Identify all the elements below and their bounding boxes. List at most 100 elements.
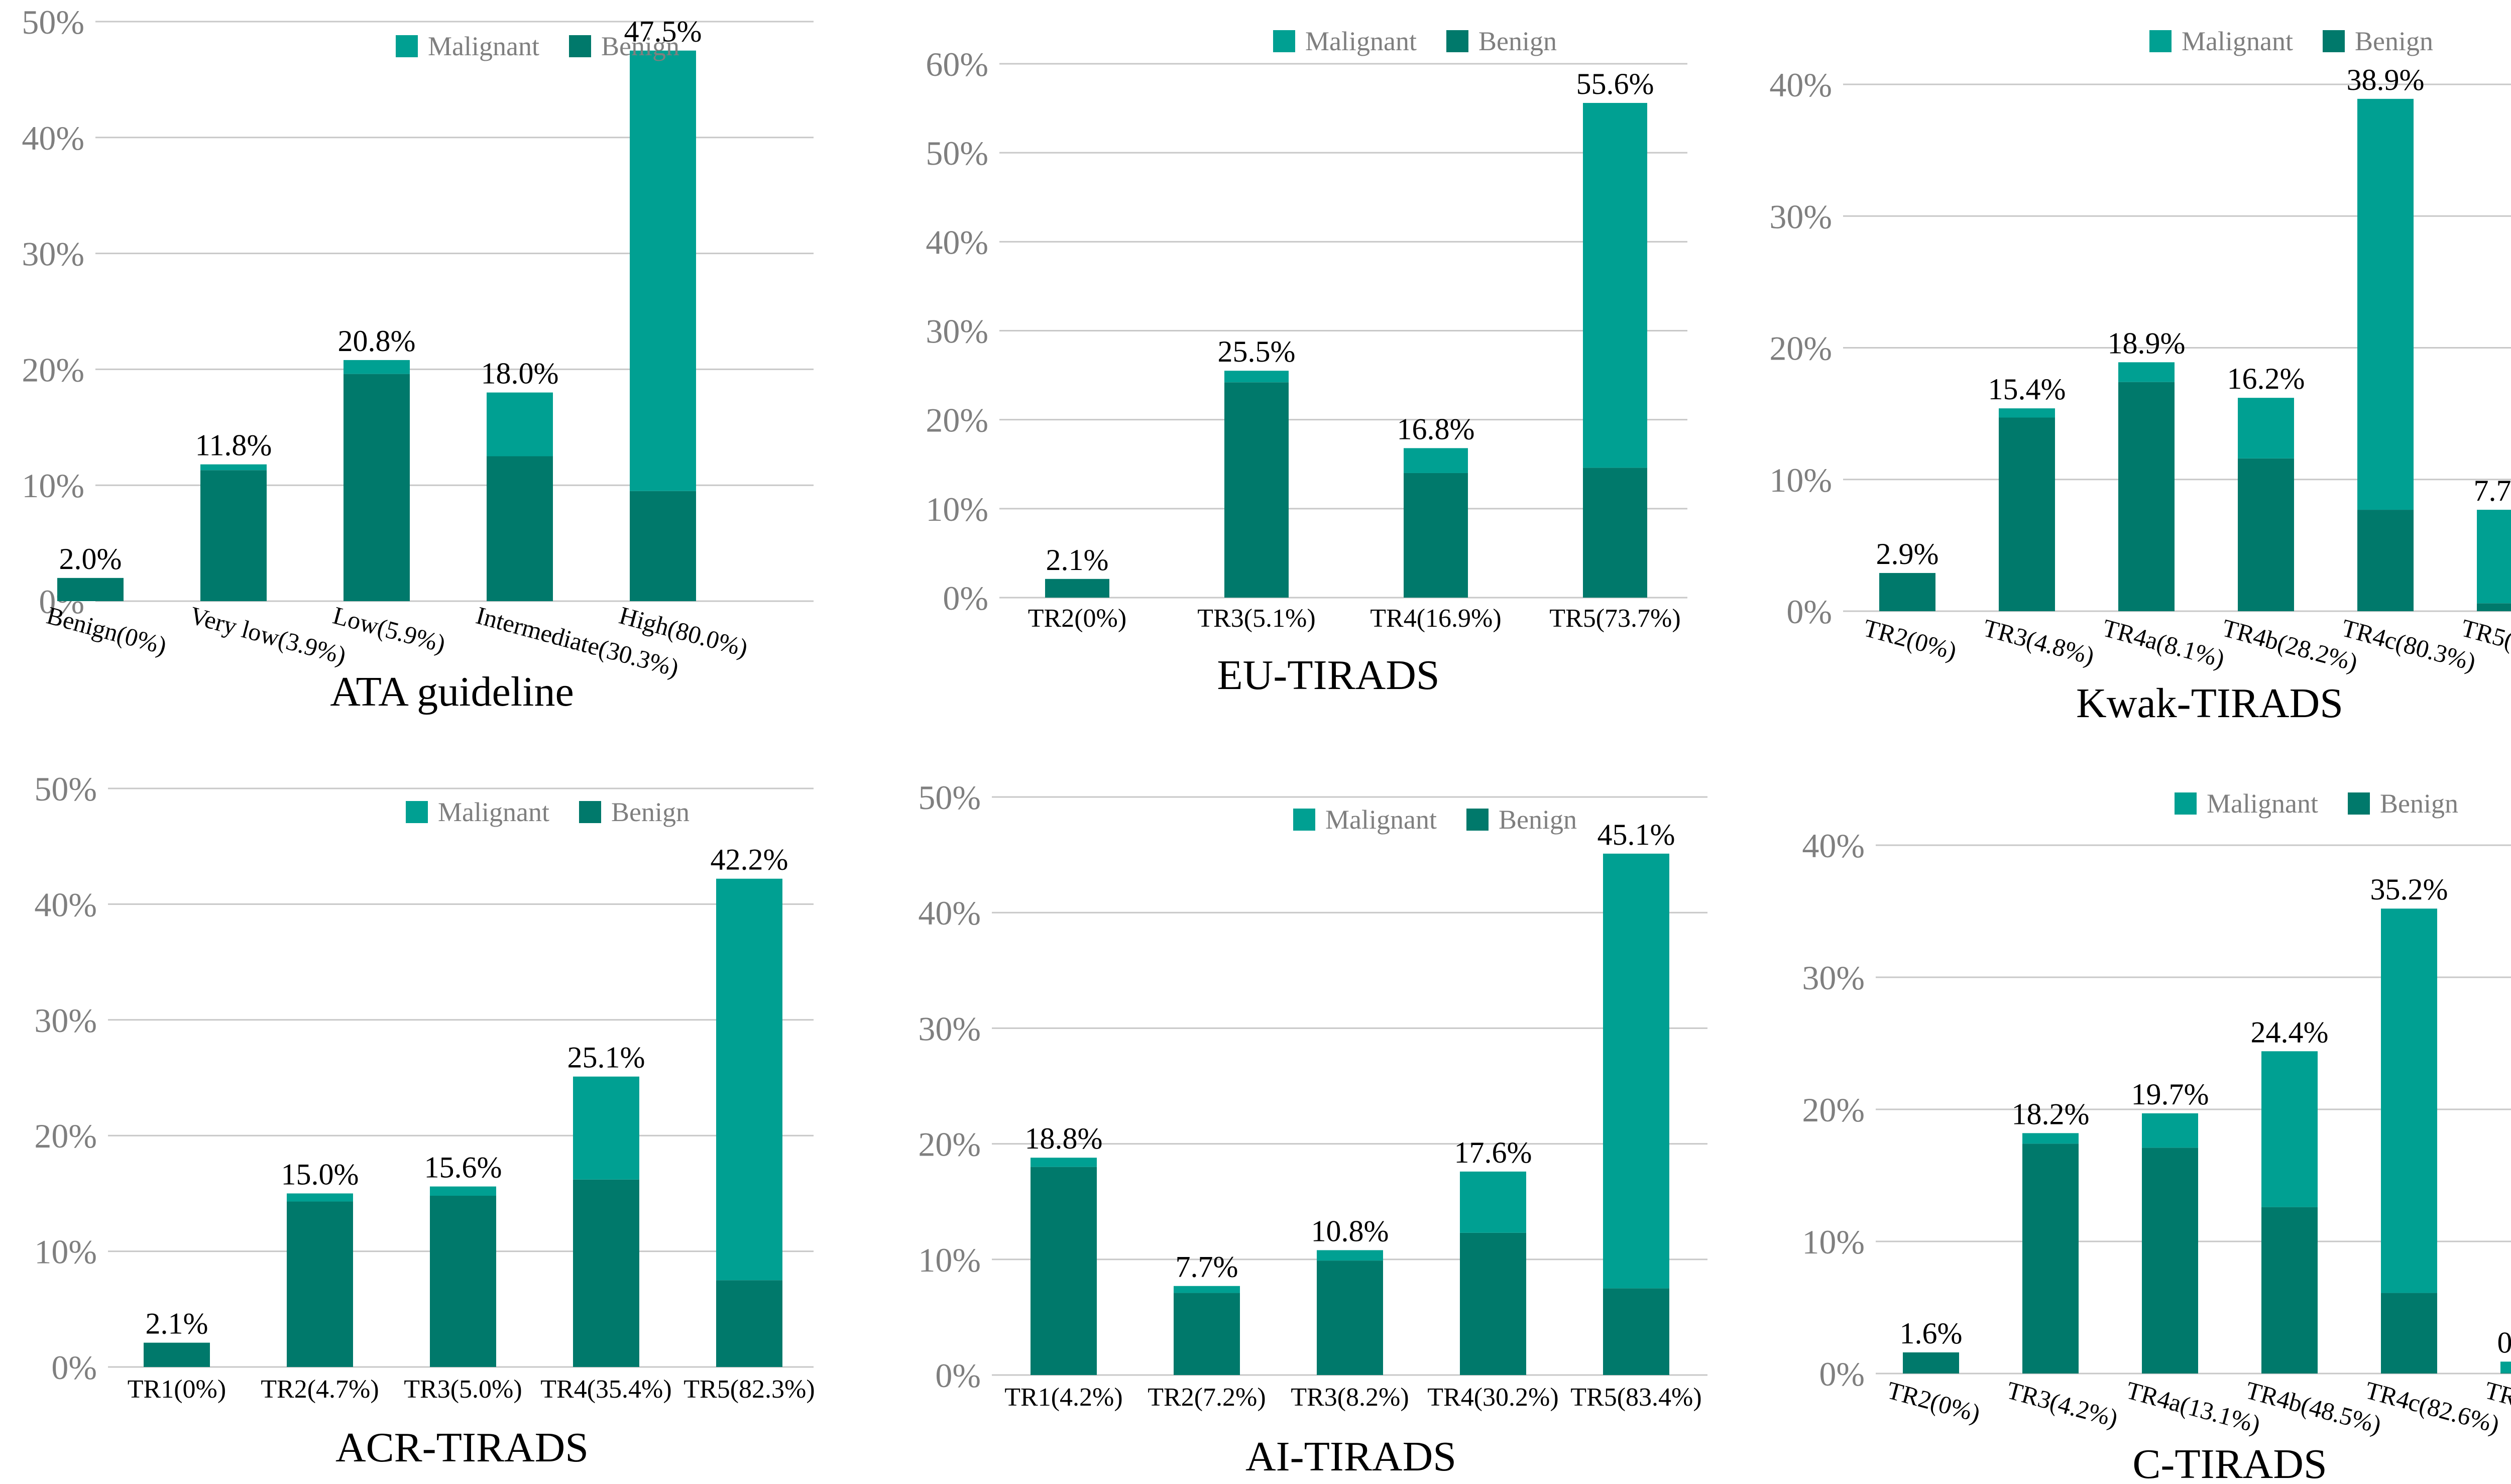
bar-malignant xyxy=(287,1193,353,1202)
data-label: 18.8% xyxy=(1025,1122,1103,1155)
y-tick-label: 50% xyxy=(918,778,981,817)
y-tick-label: 20% xyxy=(1769,329,1832,368)
bar-benign xyxy=(1031,1167,1097,1375)
y-tick-label: 30% xyxy=(1802,959,1865,997)
legend-label-benign: Benign xyxy=(1499,805,1577,835)
legend-swatch-malignant xyxy=(1293,809,1315,831)
data-label: 42.2% xyxy=(711,843,788,876)
data-label: 7.7% xyxy=(2474,474,2511,507)
bar-benign xyxy=(1583,468,1647,598)
x-tick-label: TR4(30.2%) xyxy=(1427,1383,1558,1412)
data-label: 18.9% xyxy=(2108,326,2186,360)
bar-malignant xyxy=(2118,362,2175,382)
legend-swatch-benign xyxy=(569,35,591,57)
bar-malignant xyxy=(1031,1158,1097,1167)
chart-title: C-TIRADS xyxy=(2132,1441,2327,1481)
x-tick-label: TR2(0%) xyxy=(1028,604,1126,633)
legend-swatch-benign xyxy=(1466,809,1489,831)
x-tick-label: TR5(83.4%) xyxy=(1570,1383,1701,1412)
data-label: 1.6% xyxy=(1900,1317,1963,1350)
x-tick-label: TR4c(82.6%) xyxy=(2362,1376,2502,1439)
legend-label-malignant: Malignant xyxy=(2207,788,2318,819)
bar-benign xyxy=(1603,1288,1669,1375)
y-tick-label: 20% xyxy=(34,1117,97,1155)
bar-benign xyxy=(630,491,696,601)
x-tick-label: TR3(5.0%) xyxy=(404,1375,522,1404)
bar-benign xyxy=(2500,1373,2511,1374)
bar-malignant xyxy=(1317,1250,1383,1261)
legend-swatch-benign xyxy=(579,801,601,823)
bar-malignant xyxy=(1224,371,1289,383)
bar-benign xyxy=(200,470,267,601)
y-tick-label: 60% xyxy=(926,45,988,83)
legend-label-malignant: Malignant xyxy=(428,31,539,61)
data-label: 55.6% xyxy=(1576,67,1654,100)
data-label: 47.5% xyxy=(624,15,702,48)
bar-benign xyxy=(287,1201,353,1367)
bar-malignant xyxy=(1603,853,1669,1289)
data-label: 24.4% xyxy=(2251,1015,2329,1049)
bar-malignant xyxy=(1460,1171,1526,1233)
legend-swatch-malignant xyxy=(2175,792,2197,815)
data-label: 15.6% xyxy=(424,1151,502,1184)
data-label: 18.2% xyxy=(2012,1097,2090,1130)
bar-benign xyxy=(1224,382,1289,598)
y-tick-label: 0% xyxy=(1819,1355,1865,1393)
bar-malignant xyxy=(1174,1286,1240,1293)
data-label: 25.5% xyxy=(1218,335,1296,368)
bar-benign xyxy=(2238,458,2294,611)
bar-benign xyxy=(57,578,124,601)
y-tick-label: 40% xyxy=(926,223,988,261)
x-tick-label: TR3(5.1%) xyxy=(1197,604,1315,633)
bar-benign xyxy=(573,1179,639,1367)
y-tick-label: 40% xyxy=(1769,66,1832,104)
chart-title: EU-TIRADS xyxy=(1217,652,1439,699)
y-tick-label: 30% xyxy=(926,312,988,351)
legend-label-benign: Benign xyxy=(1478,26,1557,56)
bar-malignant xyxy=(630,50,696,491)
y-tick-label: 0% xyxy=(1786,593,1832,631)
data-label: 2.1% xyxy=(146,1307,208,1340)
data-label: 10.8% xyxy=(1311,1214,1389,1247)
bar-benign xyxy=(430,1196,496,1367)
x-tick-label: TR2(4.7%) xyxy=(261,1375,379,1404)
legend-label-benign: Benign xyxy=(2380,788,2458,819)
y-tick-label: 40% xyxy=(918,894,981,932)
y-tick-label: 50% xyxy=(22,3,84,41)
bar-benign xyxy=(1404,473,1468,598)
x-tick-label: TR3(8.2%) xyxy=(1291,1383,1409,1412)
data-label: 18.0% xyxy=(481,357,559,390)
bar-malignant xyxy=(2500,1361,2511,1373)
bar-benign xyxy=(2118,382,2175,611)
x-tick-label: TR3(4.2%) xyxy=(2004,1376,2121,1433)
legend-label-benign: Benign xyxy=(2355,26,2433,56)
y-tick-label: 30% xyxy=(22,235,84,273)
legend-swatch-malignant xyxy=(396,35,418,57)
data-label: 35.2% xyxy=(2370,873,2448,906)
x-tick-label: TR2(7.2%) xyxy=(1148,1383,1266,1412)
y-tick-label: 10% xyxy=(918,1241,981,1279)
bar-benign xyxy=(344,374,410,601)
bar-benign xyxy=(1879,573,1935,611)
chart-title: ACR-TIRADS xyxy=(335,1424,589,1471)
x-tick-label: TR4(35.4%) xyxy=(540,1375,671,1404)
x-tick-label: TR2(0%) xyxy=(1861,614,1960,665)
legend-label-malignant: Malignant xyxy=(1325,805,1437,835)
y-tick-label: 0% xyxy=(935,1356,981,1395)
bar-malignant xyxy=(716,878,782,1281)
legend-swatch-benign xyxy=(2323,30,2345,52)
y-tick-label: 50% xyxy=(34,770,97,808)
bar-benign xyxy=(1903,1352,1959,1374)
y-tick-label: 0% xyxy=(51,1348,97,1387)
bar-benign xyxy=(1045,579,1109,598)
x-tick-label: TR4b(28.2%) xyxy=(2219,614,2360,677)
x-tick-label: TR2(0%) xyxy=(1884,1376,1983,1428)
x-tick-label: TR5(82.3%) xyxy=(683,1375,815,1404)
y-tick-label: 10% xyxy=(22,467,84,505)
data-label: 16.2% xyxy=(2227,362,2305,395)
bar-benign xyxy=(2357,510,2414,611)
bar-benign xyxy=(1460,1232,1526,1375)
y-tick-label: 20% xyxy=(1802,1091,1865,1129)
legend-swatch-malignant xyxy=(2149,30,2172,52)
